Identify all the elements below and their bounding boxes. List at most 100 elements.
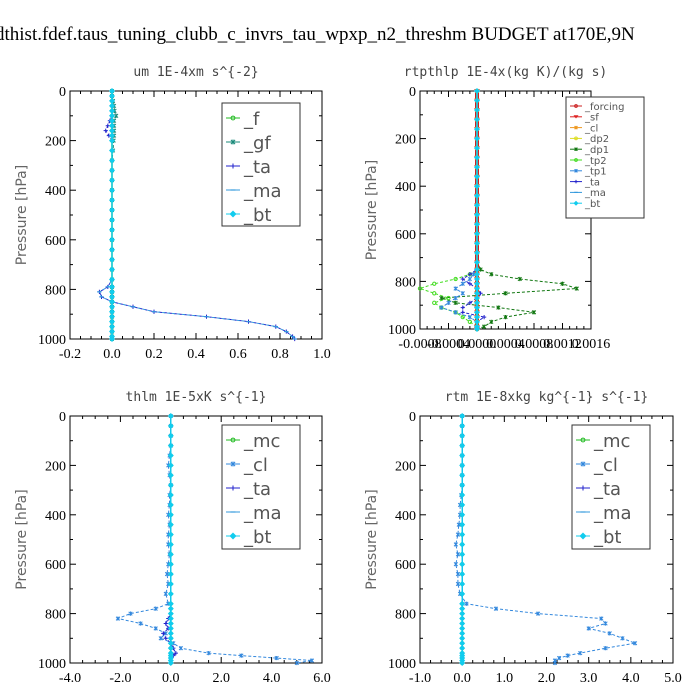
data-pointbt <box>167 571 174 578</box>
data-pointbt <box>474 299 480 306</box>
legend-labelbt: _bt <box>243 527 271 548</box>
y-tick-label: 400 <box>45 509 66 524</box>
data-pointgf <box>114 113 119 118</box>
x-tick-label: -0.0008 <box>398 337 441 352</box>
legend-box <box>221 424 301 550</box>
y-tick-label: 0 <box>59 85 66 100</box>
data-pointcl <box>128 611 133 616</box>
data-pointbt <box>459 605 466 612</box>
data-pointbt <box>474 259 480 266</box>
legend-labelta: _ta <box>593 479 621 500</box>
data-pointbt <box>459 482 466 489</box>
data-pointcl <box>163 591 168 596</box>
data-pointcl <box>603 621 608 626</box>
x-tick-label: -0.2 <box>59 347 81 362</box>
data-pointbt <box>109 167 115 174</box>
y-axis-label: Pressure [hPa] <box>14 165 30 265</box>
data-pointbt <box>109 97 115 104</box>
x-tick-label: 6.0 <box>313 671 331 686</box>
data-pointtp1 <box>460 281 465 286</box>
data-pointbt <box>109 336 115 342</box>
x-tick-label: -0.0004 <box>427 337 470 352</box>
data-pointcl <box>535 611 541 616</box>
data-pointbt <box>167 625 174 632</box>
y-tick-label: 800 <box>45 283 66 298</box>
data-pointta <box>467 272 472 277</box>
y-tick-label: 0 <box>409 410 416 425</box>
data-pointcl <box>455 581 461 587</box>
legend-markermc <box>580 437 586 443</box>
legend-markerbt <box>573 200 579 206</box>
data-pointta <box>460 310 465 315</box>
data-pointbt <box>459 610 466 617</box>
data-pointbt <box>474 211 480 218</box>
panel-thlm: thlm 1E-5xK s^{-1} Pressure [hPa] 0 200 400 6… <box>14 390 331 686</box>
y-tick-label: 200 <box>45 135 66 150</box>
data-pointdp1 <box>531 310 537 315</box>
x-tick-label: 4.0 <box>622 671 640 686</box>
legend-labelmc: _mc <box>243 431 280 452</box>
data-pointbt <box>459 531 466 538</box>
data-pointbt <box>109 177 115 184</box>
legend-markertp2 <box>574 158 578 162</box>
x-tick-label: 0.0 <box>103 347 121 362</box>
y-axis-label: Pressure [hPa] <box>14 489 30 589</box>
data-pointbt <box>474 240 480 247</box>
data-pointtp1 <box>439 305 444 310</box>
legend-markercl <box>574 125 578 130</box>
data-pointbt <box>474 280 480 287</box>
data-pointdp1 <box>503 291 508 296</box>
y-tick-label: 400 <box>395 180 416 195</box>
legend-labelta: _ta <box>584 177 600 188</box>
data-pointbt <box>474 88 480 94</box>
data-pointbt <box>167 610 174 617</box>
data-pointbt <box>474 164 480 171</box>
legend-markerta <box>580 485 586 491</box>
legend-labelbt: _bt <box>593 527 621 548</box>
data-pointbt <box>167 511 174 518</box>
data-pointbt <box>459 472 466 479</box>
legend-markerta <box>230 163 236 169</box>
data-pointbt <box>474 202 480 209</box>
x-tick-label: 2.0 <box>538 671 556 686</box>
data-pointbt <box>167 452 174 459</box>
data-pointbt <box>109 298 115 305</box>
series-linecl <box>116 416 312 664</box>
data-pointbt <box>109 122 115 129</box>
panel-title: rtpthlp 1E-4x(kg K)/(kg s) <box>404 65 608 80</box>
legend-labelf: _f <box>243 109 260 130</box>
data-pointbt <box>474 304 480 311</box>
data-pointtp2 <box>432 281 437 286</box>
data-pointta <box>103 128 108 133</box>
data-pointta <box>460 305 465 310</box>
data-pointbt <box>459 432 466 439</box>
data-pointbt <box>109 102 115 109</box>
data-pointcl <box>464 601 469 606</box>
data-pointbt <box>167 605 174 612</box>
data-pointbt <box>109 256 115 263</box>
data-pointbt <box>109 147 115 154</box>
legend-labelbt: _bt <box>584 199 600 210</box>
data-pointcl <box>586 626 591 631</box>
legend-labeldp2: _dp2 <box>584 134 609 145</box>
data-pointta <box>460 276 465 282</box>
data-pointtp1 <box>453 295 458 301</box>
data-pointbt <box>167 482 174 489</box>
data-pointbt <box>459 660 466 666</box>
x-tick-label: 5.0 <box>664 671 682 686</box>
data-pointbt <box>109 187 115 194</box>
data-pointbt <box>109 88 115 94</box>
data-pointcl <box>578 650 583 656</box>
data-pointbt <box>474 276 480 283</box>
data-pointbt <box>109 157 115 164</box>
data-pointbt <box>474 266 480 273</box>
data-pointbt <box>167 432 174 439</box>
legend-box <box>571 424 651 550</box>
legend-markertp1 <box>574 168 578 173</box>
x-tick-label: 0.8 <box>271 347 289 362</box>
data-pointcl <box>455 532 461 537</box>
data-pointbt <box>474 192 480 199</box>
x-tick-label: 0.6 <box>229 347 247 362</box>
data-pointtp2 <box>432 291 437 296</box>
data-pointtp1 <box>460 291 465 296</box>
